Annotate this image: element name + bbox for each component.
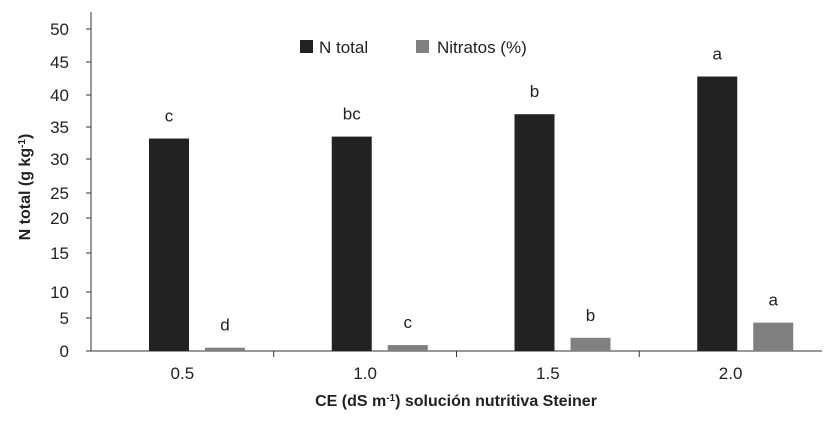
y-tick-label: 50	[50, 20, 69, 39]
bar-nitratos	[570, 337, 611, 351]
y-tick-label: 10	[50, 283, 69, 302]
significance-letter: bc	[343, 105, 361, 124]
bar-nitratos	[753, 322, 794, 351]
y-axis-title-superscript: -1	[17, 139, 28, 148]
x-tick-label: 2.0	[719, 364, 743, 383]
significance-letter: a	[769, 291, 779, 310]
significance-letter: c	[165, 107, 174, 126]
significance-letter: d	[220, 316, 229, 335]
bar-n-total	[149, 138, 189, 351]
significance-letter: b	[530, 82, 539, 101]
y-tick-label: 5	[60, 309, 69, 328]
x-axis-ticks: 0.5 1.0 1.5 2.0	[171, 351, 743, 383]
bar-nitratos	[205, 347, 245, 351]
y-axis-title-main: N total (g kg	[17, 148, 34, 240]
bar-n-total	[697, 76, 738, 352]
x-axis-title-superscript: -1	[386, 393, 395, 404]
x-tick-label: 1.5	[536, 364, 560, 383]
x-tick-label: 0.5	[171, 364, 195, 383]
bars	[149, 76, 794, 352]
x-axis-title-main: CE (dS m	[315, 393, 386, 410]
bar-n-total	[514, 114, 555, 351]
x-axis-title-end: ) solución nutritiva Steiner	[395, 393, 597, 410]
y-tick-label: 25	[50, 184, 69, 203]
legend-label-nitratos: Nitratos (%)	[437, 38, 527, 57]
y-tick-label: 35	[50, 118, 69, 137]
legend-swatch-n-total	[300, 40, 313, 53]
y-tick-label: 45	[50, 53, 69, 72]
y-tick-label: 20	[50, 209, 69, 228]
x-tick-label: 1.0	[353, 364, 377, 383]
significance-letter: b	[586, 306, 595, 325]
y-axis-title-end: )	[17, 134, 34, 139]
x-axis-title: CE (dS m-1) solución nutritiva Steiner	[315, 393, 597, 411]
y-tick-label: 15	[50, 244, 69, 263]
y-tick-label: 40	[50, 86, 69, 105]
y-axis-title: N total (g kg-1)	[17, 134, 35, 241]
y-tick-label: 0	[60, 342, 69, 361]
legend-swatch-nitratos	[416, 40, 429, 53]
y-tick-label: 30	[50, 150, 69, 169]
legend-label-n-total: N total	[319, 38, 368, 57]
y-axis-ticks: 0 5 10 15 20 25 30 35 40 45 50	[50, 20, 91, 361]
significance-letter: a	[713, 45, 723, 64]
significance-labels: c d bc c b b a a	[165, 45, 779, 335]
legend: N total Nitratos (%)	[300, 38, 527, 57]
bar-nitratos	[387, 345, 428, 351]
bar-n-total	[331, 136, 372, 351]
significance-letter: c	[404, 313, 413, 332]
